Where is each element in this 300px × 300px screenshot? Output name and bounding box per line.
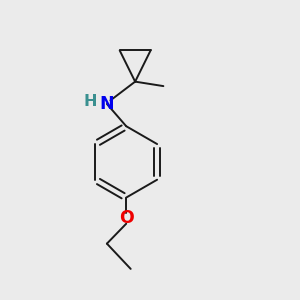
Text: O: O xyxy=(119,209,134,227)
Text: H: H xyxy=(84,94,97,109)
Text: N: N xyxy=(100,95,114,113)
